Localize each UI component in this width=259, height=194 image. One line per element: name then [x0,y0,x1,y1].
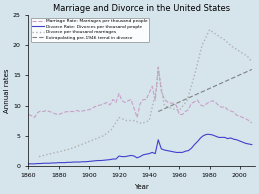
Y-axis label: Annual rates: Annual rates [4,68,10,113]
Marriage Rate: Marriages per thousand people: (1.86e+03, 8.5): Marriages per thousand people: (1.86e+03… [27,113,30,116]
Divorce per thousand marriages [110,128,113,131]
Divorce per thousand marriages [157,67,160,69]
Marriage Rate: Marriages per thousand people: (1.98e+03, 10.5): Marriages per thousand people: (1.98e+03… [214,101,217,104]
Marriage Rate: Marriages per thousand people: (1.98e+03, 10.3): Marriages per thousand people: (1.98e+03… [205,103,208,105]
Divorce per thousand marriages [208,29,211,31]
Extrapolating pre-1946 trend in divorce [157,110,160,113]
Line: Marriage Rate: Marriages per thousand people: Marriage Rate: Marriages per thousand pe… [28,67,252,123]
Divorce per thousand marriages [200,44,204,47]
Divorce per thousand marriages [42,154,45,157]
Divorce Rate: Divorces per thousand people: (1.99e+03, 4.6): Divorces per thousand people: (1.99e+03,… [229,137,232,139]
Divorce per thousand marriages [117,116,120,119]
Line: Extrapolating pre-1946 trend in divorce: Extrapolating pre-1946 trend in divorce [158,69,252,112]
Divorce Rate: Divorces per thousand people: (1.86e+03, 0.3): Divorces per thousand people: (1.86e+03,… [27,163,30,165]
Divorce per thousand marriages [246,55,249,57]
Divorce per thousand marriages [125,119,128,122]
Title: Marriage and Divorce in the United States: Marriage and Divorce in the United State… [53,4,230,13]
Line: Divorce Rate: Divorces per thousand people: Divorce Rate: Divorces per thousand peop… [28,134,252,164]
Divorce Rate: Divorces per thousand people: (2.01e+03, 3.5): Divorces per thousand people: (2.01e+03,… [250,143,253,146]
Extrapolating pre-1946 trend in divorce [250,68,253,71]
Divorce Rate: Divorces per thousand people: (1.98e+03, 4.9): Divorces per thousand people: (1.98e+03,… [214,135,217,137]
Divorce per thousand marriages [163,104,166,107]
Marriage Rate: Marriages per thousand people: (1.87e+03, 9.2): Marriages per thousand people: (1.87e+03… [45,109,48,112]
Divorce per thousand marriages [193,74,196,77]
Line: Divorce per thousand marriages: Divorce per thousand marriages [39,30,252,157]
Divorce per thousand marriages [250,61,253,63]
Divorce Rate: Divorces per thousand people: (1.98e+03, 5.2): Divorces per thousand people: (1.98e+03,… [205,133,208,136]
Divorce Rate: Divorces per thousand people: (1.98e+03, 5.2): Divorces per thousand people: (1.98e+03,… [208,133,211,136]
Divorce per thousand marriages [215,34,219,36]
Marriage Rate: Marriages per thousand people: (1.98e+03, 10.6): Marriages per thousand people: (1.98e+03… [208,101,211,103]
Divorce Rate: Divorces per thousand people: (1.97e+03, 4): Divorces per thousand people: (1.97e+03,… [196,140,199,143]
Divorce per thousand marriages [65,149,68,151]
Divorce per thousand marriages [133,119,136,122]
Marriage Rate: Marriages per thousand people: (1.97e+03, 10.1): Marriages per thousand people: (1.97e+03… [199,104,202,106]
Marriage Rate: Marriages per thousand people: (1.99e+03, 9.1): Marriages per thousand people: (1.99e+03… [229,110,232,112]
Divorce per thousand marriages [72,146,75,149]
Divorce per thousand marriages [223,39,226,41]
Divorce per thousand marriages [140,122,143,125]
Divorce per thousand marriages [238,50,241,53]
Divorce per thousand marriages [38,155,41,158]
Divorce per thousand marriages [231,45,234,48]
Divorce per thousand marriages [57,151,60,153]
Divorce per thousand marriages [49,152,53,155]
Legend: Marriage Rate: Marriages per thousand people, Divorce Rate: Divorces per thousan: Marriage Rate: Marriages per thousand pe… [31,17,149,42]
Divorce per thousand marriages [170,107,173,110]
Divorce per thousand marriages [148,119,151,122]
Marriage Rate: Marriages per thousand people: (2.01e+03, 7.1): Marriages per thousand people: (2.01e+03… [250,122,253,124]
Divorce per thousand marriages [155,86,158,89]
Divorce per thousand marriages [80,143,83,146]
X-axis label: Year: Year [134,184,149,190]
Marriage Rate: Marriages per thousand people: (1.95e+03, 16.4): Marriages per thousand people: (1.95e+03… [157,66,160,68]
Divorce per thousand marriages [102,134,105,137]
Divorce per thousand marriages [95,137,98,140]
Divorce Rate: Divorces per thousand people: (1.87e+03, 0.4): Divorces per thousand people: (1.87e+03,… [45,162,48,164]
Divorce Rate: Divorces per thousand people: (1.98e+03, 5): Divorces per thousand people: (1.98e+03,… [202,134,205,137]
Divorce per thousand marriages [185,100,189,102]
Divorce per thousand marriages [178,109,181,112]
Divorce per thousand marriages [87,140,90,143]
